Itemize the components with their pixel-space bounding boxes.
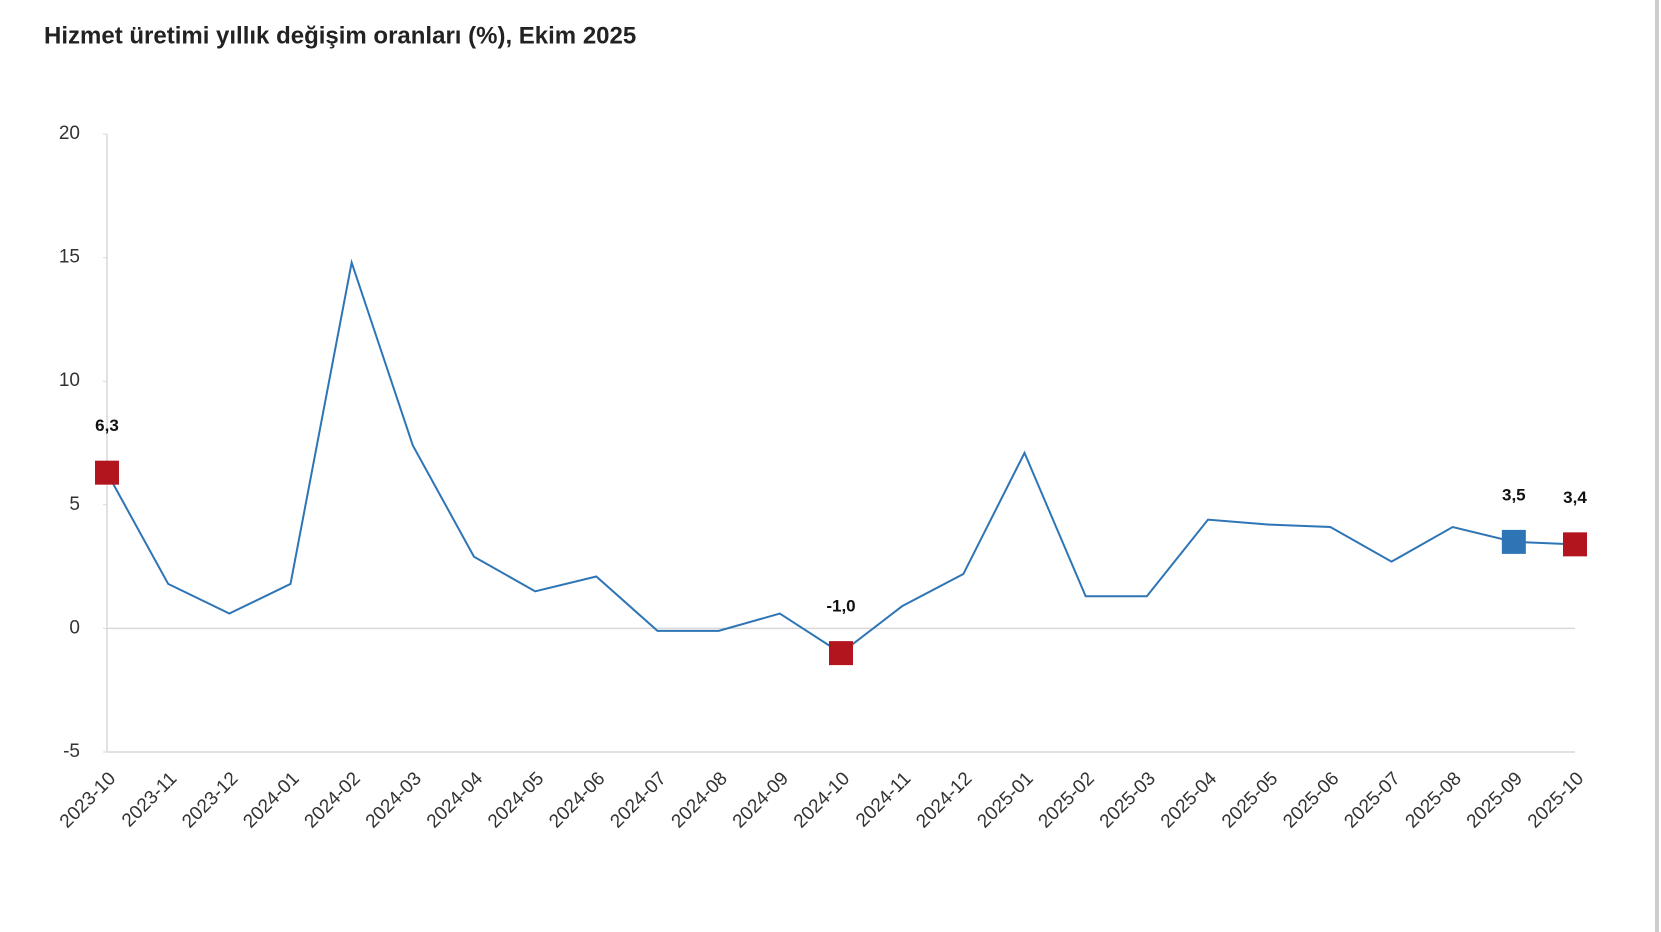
x-tick-label: 2024-08 (668, 768, 732, 832)
x-tick-label: 2025-01 (973, 768, 1037, 832)
y-tick-label: 0 (69, 617, 80, 638)
x-tick-label: 2024-06 (545, 768, 609, 832)
x-tick-label: 2023-11 (118, 768, 181, 831)
y-tick-label: 15 (59, 247, 80, 268)
data-label: 3,4 (1563, 488, 1587, 507)
chart-title: Hizmet üretimi yıllık değişim oranları (… (44, 22, 636, 49)
y-tick-label: -5 (63, 741, 80, 762)
marker (1563, 532, 1587, 557)
x-tick-label: 2025-02 (1035, 768, 1099, 832)
x-tick-label: 2025-07 (1340, 768, 1404, 832)
x-tick-label: 2025-09 (1463, 768, 1527, 832)
x-tick-label: 2024-01 (239, 768, 303, 832)
marker (1501, 529, 1526, 554)
x-tick-label: 2024-04 (423, 768, 487, 832)
x-tick-label: 2025-06 (1279, 768, 1343, 832)
x-tick-label: 2024-03 (362, 768, 426, 832)
x-tick-label: 2024-12 (912, 768, 976, 832)
x-tick-label: 2024-09 (729, 768, 793, 832)
x-tick-label: 2024-10 (790, 768, 854, 832)
x-tick-label: 2025-05 (1218, 768, 1282, 832)
line (106, 258, 1576, 655)
x-tick-label: 2024-07 (606, 768, 670, 832)
x-tick-label: 2025-03 (1096, 768, 1160, 832)
y-tick-label: 20 (59, 123, 80, 144)
data-label: -1,0 (826, 597, 855, 616)
x-tick-label: 2025-10 (1524, 768, 1588, 832)
marker (829, 641, 853, 666)
y-tick-label: 5 (69, 494, 80, 515)
marker (95, 460, 119, 485)
data-label: 6,3 (95, 416, 119, 435)
x-tick-label: 2025-08 (1402, 768, 1466, 832)
x-tick-label: 2024-11 (852, 768, 915, 831)
x-tick-label: 2024-02 (301, 768, 365, 832)
x-tick-label: 2025-04 (1157, 768, 1221, 832)
x-tick-label: 2023-10 (56, 768, 120, 832)
x-tick-label: 2023-12 (178, 768, 242, 832)
x-tick-label: 2024-05 (484, 768, 548, 832)
data-label: 3,5 (1502, 485, 1526, 504)
y-tick-label: 10 (59, 370, 80, 391)
